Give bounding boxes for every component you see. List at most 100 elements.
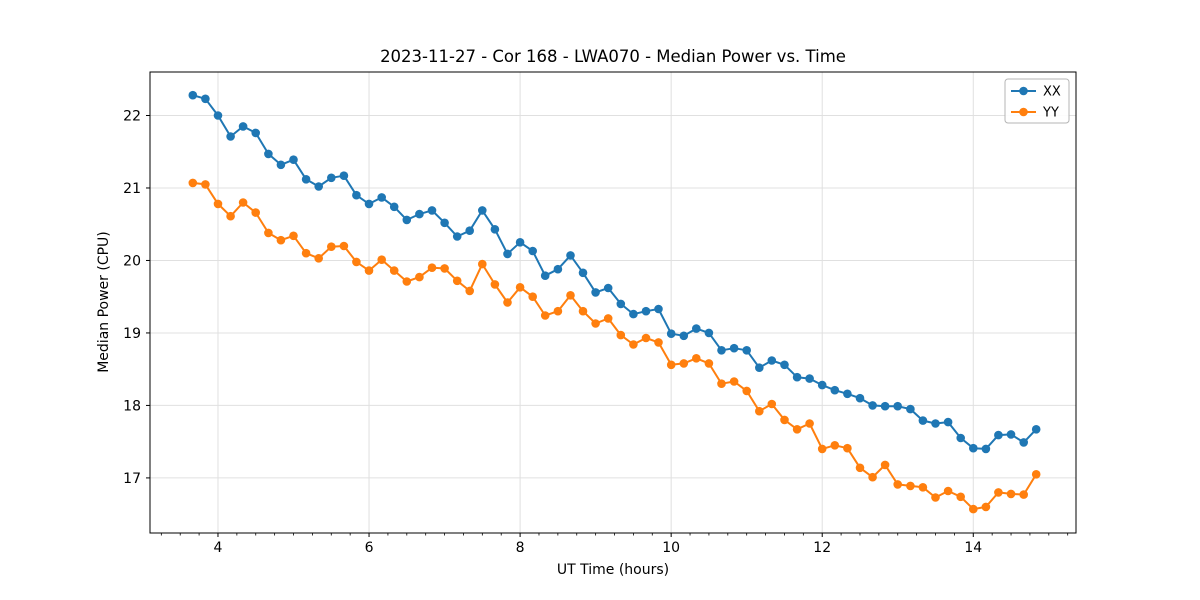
data-point-XX	[251, 128, 260, 138]
data-point-YY	[452, 276, 462, 286]
data-point-XX	[943, 417, 953, 427]
data-point-YY	[654, 338, 663, 347]
data-point-XX	[893, 401, 902, 411]
data-point-XX	[478, 206, 487, 215]
data-point-XX	[553, 264, 563, 274]
data-point-XX	[427, 206, 437, 215]
y-axis-label: Median Power (CPU)	[96, 231, 112, 373]
data-point-XX	[264, 149, 273, 159]
data-point-YY	[956, 492, 965, 502]
data-point-YY	[704, 359, 714, 368]
data-point-YY	[201, 180, 210, 189]
x-tick-label: 4	[214, 540, 223, 556]
data-point-XX	[729, 343, 739, 353]
data-point-YY	[352, 257, 361, 267]
data-point-YY	[540, 311, 550, 320]
data-point-XX	[666, 329, 676, 339]
data-point-YY	[427, 263, 437, 273]
data-point-XX	[817, 380, 827, 390]
data-point-XX	[767, 356, 777, 365]
data-point-YY	[591, 319, 600, 328]
data-point-XX	[301, 175, 311, 184]
data-point-YY	[994, 488, 1003, 497]
legend-marker-YY	[1019, 107, 1028, 117]
data-point-YY	[805, 419, 814, 428]
data-point-XX	[339, 171, 349, 180]
data-point-YY	[301, 248, 311, 258]
data-point-YY	[289, 231, 298, 241]
data-point-XX	[578, 268, 588, 278]
data-point-XX	[377, 193, 387, 202]
data-point-XX	[616, 299, 626, 309]
data-point-XX	[201, 94, 210, 104]
data-point-YY	[364, 266, 374, 275]
data-point-XX	[440, 218, 449, 228]
y-tick-label: 18	[123, 398, 141, 414]
data-point-XX	[1006, 430, 1016, 439]
data-point-YY	[742, 386, 751, 396]
axes-frame	[149, 71, 1077, 534]
data-point-XX	[327, 173, 336, 183]
y-tick-label: 21	[123, 181, 141, 197]
data-point-XX	[490, 225, 500, 234]
data-point-XX	[717, 346, 726, 355]
data-point-YY	[314, 253, 324, 263]
data-point-XX	[830, 385, 840, 395]
data-point-YY	[264, 228, 273, 238]
y-tick-label: 22	[123, 108, 141, 124]
data-point-YY	[666, 360, 676, 370]
data-point-YY	[918, 483, 928, 492]
data-point-XX	[994, 430, 1003, 440]
data-point-YY	[603, 314, 613, 323]
x-tick-label: 6	[365, 540, 374, 556]
data-point-YY	[389, 266, 399, 275]
data-point-XX	[969, 443, 978, 453]
data-point-YY	[1019, 490, 1028, 499]
data-point-XX	[805, 374, 814, 383]
data-point-YY	[717, 379, 726, 389]
data-point-YY	[843, 443, 852, 453]
data-point-YY	[503, 298, 512, 307]
x-tick-label: 10	[662, 540, 680, 556]
legend-label-XX: XX	[1043, 85, 1061, 100]
data-point-YY	[855, 463, 865, 473]
data-point-YY	[906, 481, 915, 491]
chart-title: 2023-11-27 - Cor 168 - LWA070 - Median P…	[380, 47, 846, 66]
data-point-XX	[465, 226, 475, 235]
data-point-XX	[528, 246, 537, 256]
x-tick-label: 8	[516, 540, 525, 556]
data-point-YY	[1031, 470, 1041, 479]
data-point-YY	[767, 399, 777, 409]
data-point-YY	[755, 406, 764, 416]
data-point-YY	[515, 283, 525, 292]
data-point-YY	[339, 241, 349, 251]
data-point-XX	[389, 202, 399, 212]
data-point-YY	[238, 198, 248, 207]
data-point-YY	[969, 504, 978, 514]
data-point-XX	[792, 372, 802, 382]
data-point-YY	[880, 460, 890, 470]
data-point-XX	[692, 324, 701, 333]
data-point-XX	[591, 288, 600, 297]
data-point-XX	[956, 433, 965, 443]
y-tick-label: 20	[123, 253, 141, 269]
data-point-YY	[868, 472, 877, 482]
data-point-YY	[616, 330, 626, 340]
data-point-XX	[364, 199, 374, 209]
data-point-YY	[251, 208, 260, 217]
y-tick-label: 17	[123, 471, 141, 487]
data-point-XX	[981, 444, 991, 454]
data-point-XX	[868, 401, 877, 410]
data-point-XX	[906, 404, 915, 414]
data-point-XX	[704, 328, 714, 338]
data-point-YY	[830, 441, 840, 450]
data-point-XX	[452, 232, 462, 241]
y-tick-label: 19	[123, 326, 141, 342]
legend-marker-XX	[1019, 86, 1028, 96]
data-point-XX	[314, 182, 324, 191]
data-point-YY	[566, 291, 575, 300]
data-point-YY	[679, 359, 689, 368]
data-point-YY	[226, 211, 235, 221]
data-point-XX	[566, 251, 575, 260]
x-tick-label: 12	[813, 540, 831, 556]
